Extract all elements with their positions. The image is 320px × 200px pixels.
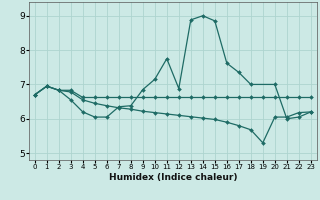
X-axis label: Humidex (Indice chaleur): Humidex (Indice chaleur) <box>108 173 237 182</box>
